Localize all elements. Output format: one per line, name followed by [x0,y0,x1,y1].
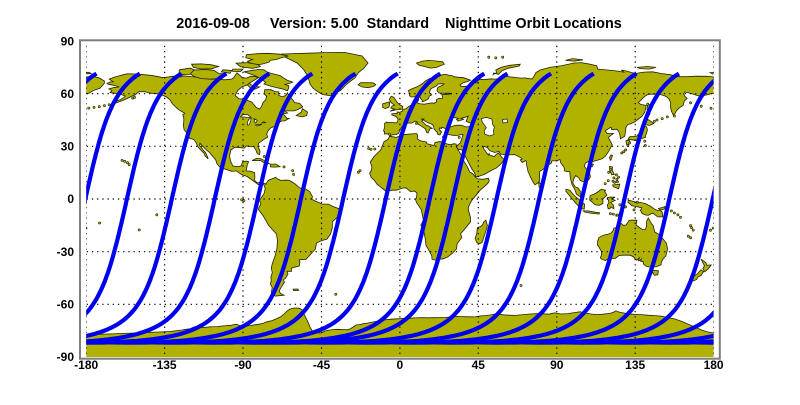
svg-text:-30: -30 [57,245,75,259]
svg-text:-135: -135 [153,358,177,372]
svg-text:-60: -60 [57,298,75,312]
svg-text:-90: -90 [234,358,252,372]
svg-text:90: 90 [550,358,564,372]
svg-text:90: 90 [61,34,75,48]
svg-text:-90: -90 [57,350,75,364]
svg-text:-180: -180 [74,358,98,372]
svg-text:180: 180 [704,358,724,372]
svg-text:0: 0 [397,358,404,372]
svg-text:30: 30 [61,140,75,154]
svg-text:45: 45 [472,358,486,372]
svg-text:135: 135 [625,358,645,372]
svg-text:-45: -45 [313,358,331,372]
svg-text:60: 60 [61,87,75,101]
svg-text:0: 0 [67,192,74,206]
svg-text:2016-09-08 Version: 5.00: 2016-09-08 Version: 5.00 Standard Nightt… [176,16,621,32]
